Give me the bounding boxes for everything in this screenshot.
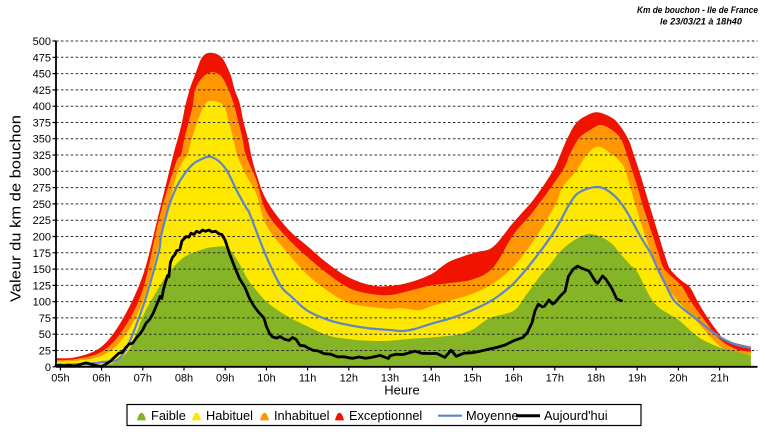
svg-text:06h: 06h [92,373,110,385]
svg-text:21h: 21h [710,373,728,385]
svg-text:07h: 07h [134,373,152,385]
svg-text:20h: 20h [669,373,687,385]
svg-text:175: 175 [33,248,51,260]
svg-text:275: 275 [33,183,51,195]
svg-text:325: 325 [33,150,51,162]
svg-text:05h: 05h [51,373,69,385]
svg-text:Habituel: Habituel [206,408,253,423]
svg-text:le 23/03/21 à 18h40: le 23/03/21 à 18h40 [660,17,742,27]
svg-text:50: 50 [39,329,51,341]
svg-text:125: 125 [33,280,51,292]
svg-text:Faible: Faible [151,408,186,423]
svg-text:400: 400 [33,101,51,113]
svg-text:75: 75 [39,313,51,325]
svg-text:19h: 19h [628,373,646,385]
svg-text:12h: 12h [340,373,358,385]
svg-text:425: 425 [33,85,51,97]
svg-text:15h: 15h [463,373,481,385]
svg-text:13h: 13h [381,373,399,385]
svg-text:Km de bouchon - Ile de France: Km de bouchon - Ile de France [637,5,758,15]
svg-text:Heure: Heure [384,383,419,398]
svg-text:250: 250 [33,199,51,211]
svg-text:16h: 16h [504,373,522,385]
svg-text:0: 0 [45,362,51,374]
svg-text:350: 350 [33,134,51,146]
svg-text:25: 25 [39,346,51,358]
svg-text:375: 375 [33,118,51,130]
svg-text:500: 500 [33,36,51,48]
svg-text:11h: 11h [299,373,317,385]
svg-text:225: 225 [33,215,51,227]
svg-text:08h: 08h [175,373,193,385]
svg-text:150: 150 [33,264,51,276]
svg-text:09h: 09h [216,373,234,385]
svg-text:100: 100 [33,297,51,309]
svg-text:Moyenne: Moyenne [466,408,519,423]
svg-text:Aujourd'hui: Aujourd'hui [544,408,608,423]
svg-text:10h: 10h [257,373,275,385]
svg-text:Exceptionnel: Exceptionnel [349,408,422,423]
svg-text:475: 475 [33,52,51,64]
svg-text:18h: 18h [587,373,605,385]
svg-text:14h: 14h [422,373,440,385]
svg-text:Inhabituel: Inhabituel [274,408,330,423]
svg-text:Valeur du km de bouchon: Valeur du km de bouchon [8,115,25,302]
svg-text:17h: 17h [546,373,564,385]
svg-text:450: 450 [33,69,51,81]
svg-text:300: 300 [33,166,51,178]
svg-text:200: 200 [33,232,51,244]
